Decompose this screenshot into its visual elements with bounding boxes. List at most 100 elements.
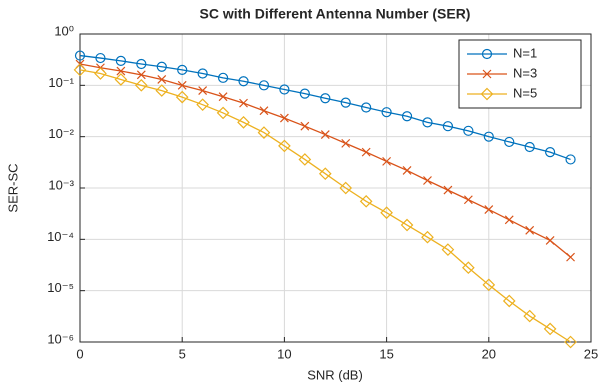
marker xyxy=(502,294,516,308)
marker xyxy=(300,121,310,131)
marker xyxy=(94,67,107,80)
marker xyxy=(545,236,555,245)
y-tick-label: 10⁻⁵ xyxy=(47,280,74,295)
marker xyxy=(483,131,494,142)
marker xyxy=(380,206,393,220)
marker xyxy=(157,75,167,84)
marker xyxy=(481,48,493,60)
marker xyxy=(318,167,332,181)
marker xyxy=(382,156,392,166)
marker xyxy=(136,70,146,80)
marker xyxy=(196,98,209,112)
marker xyxy=(543,322,557,336)
marker xyxy=(198,86,208,96)
marker xyxy=(340,97,351,108)
marker xyxy=(421,230,434,244)
marker xyxy=(545,147,556,158)
marker xyxy=(565,154,576,165)
y-tick-label: 10⁻¹ xyxy=(48,75,74,90)
marker xyxy=(197,68,208,79)
marker xyxy=(463,195,473,205)
line xyxy=(79,54,571,161)
marker xyxy=(361,102,372,113)
marker xyxy=(401,111,413,122)
marker xyxy=(480,87,494,101)
marker xyxy=(259,106,269,116)
marker xyxy=(298,153,312,166)
marker xyxy=(462,261,475,275)
marker xyxy=(299,88,310,99)
marker xyxy=(279,84,290,95)
y-tick-label: 10⁻⁴ xyxy=(47,229,74,244)
marker xyxy=(381,107,392,118)
marker xyxy=(95,52,106,64)
marker xyxy=(156,61,167,72)
x-axis-label: SNR (dB) xyxy=(307,367,363,382)
x-tick-label: 10 xyxy=(277,346,291,361)
marker xyxy=(216,106,230,120)
x-tick-label: 25 xyxy=(584,346,598,361)
marker xyxy=(525,225,535,235)
y-tick-label: 10⁰ xyxy=(54,23,74,38)
marker xyxy=(237,116,250,129)
marker xyxy=(115,55,126,66)
line xyxy=(79,69,571,343)
marker xyxy=(258,80,270,91)
marker xyxy=(402,165,412,175)
marker xyxy=(134,78,148,92)
marker xyxy=(238,76,249,87)
marker xyxy=(361,147,371,157)
marker xyxy=(339,181,353,195)
y-tick-label: 10⁻² xyxy=(48,126,74,141)
marker xyxy=(73,63,87,77)
marker xyxy=(443,185,453,195)
marker xyxy=(442,121,454,132)
marker xyxy=(320,130,330,139)
legend-label: N=5 xyxy=(513,85,537,100)
marker xyxy=(341,138,351,148)
x-tick-label: 0 xyxy=(76,346,83,361)
x-tick-label: 15 xyxy=(379,346,393,361)
marker xyxy=(482,278,496,292)
marker xyxy=(136,58,147,70)
legend-label: N=1 xyxy=(513,45,537,60)
marker xyxy=(74,50,86,61)
marker xyxy=(523,309,537,323)
marker xyxy=(422,117,433,128)
marker xyxy=(320,93,331,104)
marker xyxy=(359,194,373,208)
marker xyxy=(423,176,432,185)
marker xyxy=(278,139,291,153)
marker xyxy=(116,66,126,76)
marker xyxy=(482,69,492,79)
x-tick-label: 5 xyxy=(179,346,186,361)
y-tick-label: 10⁻⁶ xyxy=(47,331,74,346)
marker xyxy=(564,335,577,349)
legend-label: N=3 xyxy=(513,65,537,80)
marker xyxy=(504,215,514,225)
marker xyxy=(218,92,228,102)
marker xyxy=(155,84,169,97)
marker xyxy=(279,113,289,123)
marker xyxy=(441,243,455,256)
marker xyxy=(524,141,535,153)
x-tick-label: 20 xyxy=(482,346,496,361)
marker xyxy=(177,80,187,90)
marker xyxy=(177,64,188,75)
marker xyxy=(217,72,229,83)
marker xyxy=(239,98,248,108)
marker xyxy=(504,136,515,148)
legend: N=1 N=3 N=5 xyxy=(458,39,582,109)
y-axis-label: SER-SC xyxy=(5,163,20,212)
marker xyxy=(257,126,271,139)
marker xyxy=(400,218,414,232)
chart-title: SC with Different Antenna Number (SER) xyxy=(200,6,471,22)
marker xyxy=(463,125,474,136)
marker xyxy=(566,252,575,262)
y-tick-label: 10⁻³ xyxy=(48,177,74,192)
marker xyxy=(175,90,189,104)
axes-box xyxy=(79,33,592,343)
marker xyxy=(484,205,494,214)
marker xyxy=(114,73,128,86)
